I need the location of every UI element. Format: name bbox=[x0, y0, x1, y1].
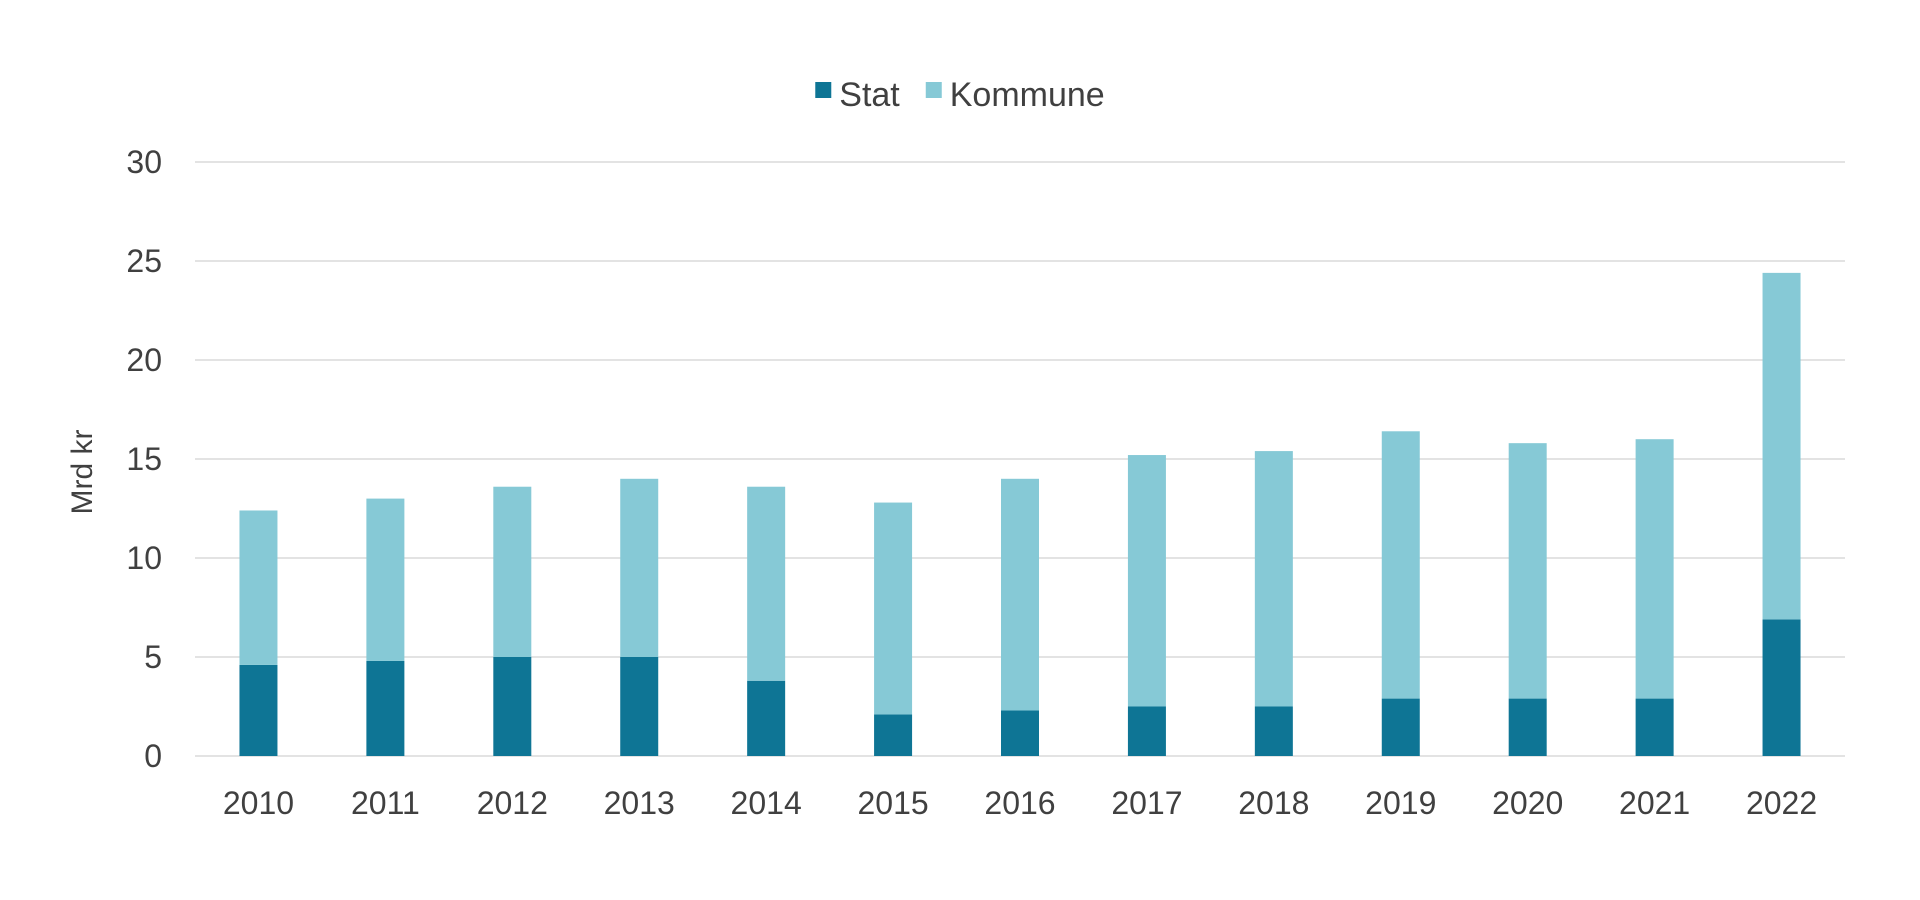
legend-item-stat: Stat bbox=[815, 76, 900, 114]
bar-stat-2020 bbox=[1508, 698, 1547, 756]
bar-kommune-2010 bbox=[239, 510, 278, 665]
bar-stat-2016 bbox=[1001, 710, 1039, 756]
x-tick-label: 2013 bbox=[604, 785, 675, 821]
bar-kommune-2011 bbox=[366, 498, 405, 661]
y-tick-label: 20 bbox=[126, 342, 162, 378]
legend-label: Kommune bbox=[950, 76, 1105, 114]
bar-stat-2019 bbox=[1381, 698, 1420, 756]
x-tick-label: 2014 bbox=[731, 785, 802, 821]
bar-kommune-2021 bbox=[1635, 439, 1674, 699]
bar-kommune-2013 bbox=[620, 478, 659, 657]
bar-stat-2011 bbox=[366, 660, 405, 756]
bar-kommune-2020 bbox=[1508, 443, 1547, 699]
y-tick-label: 15 bbox=[126, 441, 162, 477]
bar-stat-2015 bbox=[874, 714, 913, 756]
bar-kommune-2019 bbox=[1381, 431, 1420, 699]
y-tick-label: 5 bbox=[144, 639, 162, 675]
y-axis-ticks: 0 5 10 15 20 25 30 bbox=[126, 144, 162, 774]
bar-stat-2012 bbox=[493, 657, 532, 756]
y-tick-label: 30 bbox=[126, 144, 162, 180]
x-tick-label: 2011 bbox=[351, 785, 420, 821]
x-axis-ticks: 2010 2011 2012 2013 2014 2015 2016 2017 2018 2019… bbox=[223, 785, 1817, 821]
y-axis-title: Mrd kr bbox=[66, 430, 99, 515]
y-tick-label: 0 bbox=[144, 738, 162, 774]
x-tick-label: 2010 bbox=[223, 785, 294, 821]
x-tick-label: 2018 bbox=[1238, 785, 1309, 821]
x-tick-label: 2015 bbox=[857, 785, 928, 821]
y-tick-label: 10 bbox=[126, 540, 162, 576]
bar-stat-2010 bbox=[239, 664, 278, 756]
x-tick-label: 2016 bbox=[984, 785, 1055, 821]
bar-stat-2018 bbox=[1254, 706, 1293, 756]
bar-stat-2013 bbox=[620, 657, 659, 756]
x-tick-label: 2012 bbox=[477, 785, 548, 821]
bar-kommune-2012 bbox=[493, 486, 532, 657]
legend: Stat Kommune bbox=[815, 76, 1105, 114]
bar-stat-2017 bbox=[1127, 706, 1166, 756]
x-tick-label: 2021 bbox=[1619, 785, 1690, 821]
x-tick-label: 2019 bbox=[1365, 785, 1436, 821]
x-tick-label: 2020 bbox=[1492, 785, 1563, 821]
bar-kommune-2014 bbox=[747, 486, 786, 681]
bars bbox=[239, 272, 1801, 756]
bar-stat-2021 bbox=[1635, 698, 1674, 756]
legend-swatch bbox=[815, 82, 832, 98]
x-tick-label: 2022 bbox=[1746, 785, 1817, 821]
bar-kommune-2015 bbox=[874, 502, 913, 715]
x-tick-label: 2017 bbox=[1111, 785, 1182, 821]
y-tick-label: 25 bbox=[126, 243, 162, 279]
legend-label: Stat bbox=[839, 76, 900, 114]
bar-stat-2022 bbox=[1762, 619, 1801, 756]
legend-item-kommune: Kommune bbox=[925, 76, 1105, 114]
bar-kommune-2016 bbox=[1001, 478, 1039, 711]
bar-stat-2014 bbox=[747, 680, 786, 756]
bar-kommune-2017 bbox=[1127, 455, 1166, 707]
bar-kommune-2022 bbox=[1762, 272, 1801, 620]
bar-kommune-2018 bbox=[1254, 451, 1293, 707]
legend-swatch bbox=[925, 82, 942, 98]
